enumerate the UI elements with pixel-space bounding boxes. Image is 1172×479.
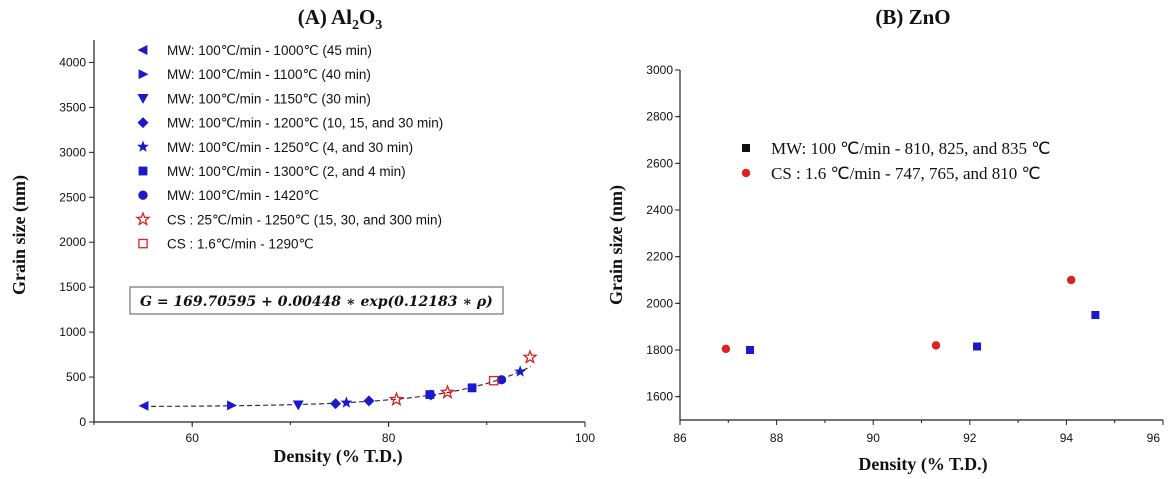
panel-a-data-point [514, 365, 527, 377]
panel-a-data-point [439, 384, 456, 400]
panel-a-data-point [467, 383, 477, 393]
panel-a-data-point [340, 396, 353, 408]
panel-a-x-label: Density (% T.D.) [273, 446, 402, 467]
panel-b: (B) ZnO Density (% T.D.) Grain size (nm)… [606, 5, 1164, 475]
panel-a-y-tick-label: 2500 [59, 190, 86, 204]
panel-b-x-tick-label: 92 [963, 431, 977, 445]
panel-a-legend: MW: 100℃/min - 1000℃ (45 min) MW: 100℃/mi… [135, 43, 443, 252]
panel-a-data-point [292, 400, 304, 411]
panel-b-legend-marker [741, 168, 751, 178]
panel-b-x-tick-label: 88 [770, 431, 784, 445]
panel-a-data-point [227, 400, 237, 411]
panel-a-data-point [363, 395, 375, 407]
panel-b-legend-label: CS : 1.6 ℃/min - 747, 765, and 810 ℃ [771, 164, 1041, 183]
panel-a-legend-marker [138, 238, 148, 249]
panel-a-y-tick-label: 4000 [59, 55, 86, 69]
panel-a-y-tick-label: 0 [79, 415, 86, 429]
panel-a-legend-label: MW: 100℃/min - 1150℃ (30 min) [167, 91, 371, 106]
panel-a-data-point [388, 391, 405, 407]
panel-a-y-tick-label: 1000 [59, 325, 86, 339]
panel-a-legend-label: MW: 100℃/min - 1200℃ (10, 15, and 30 min… [167, 116, 443, 131]
panel-a-data-point [425, 390, 435, 399]
panel-a-y-tick-label: 1500 [59, 280, 86, 294]
panel-a-legend-label: MW: 100℃/min - 1250℃ (4, and 30 min) [167, 140, 413, 155]
panel-b-axes: 1600 1800 2000 2200 2400 2600 2800 3000 86 88 90 92… [646, 63, 1164, 445]
panel-a-legend-marker [138, 69, 149, 80]
panel-a-axes: 0 500 1000 1500 2000 2500 3000 3500 4000 60 80 100 [59, 40, 595, 445]
panel-b-points [721, 275, 1100, 354]
panel-b-legend-marker [742, 144, 750, 152]
panel-a-legend-marker [137, 45, 148, 55]
panel-a-legend-marker [135, 211, 151, 227]
panel-b-data-point [1091, 311, 1100, 319]
panel-b-y-tick-label: 1800 [646, 343, 673, 357]
panel-a-data-point [488, 375, 499, 386]
panel-a-data-point [330, 398, 342, 410]
panel-b-y-tick-label: 2200 [646, 250, 673, 264]
panel-b-x-tick-label: 94 [1060, 431, 1074, 445]
panel-b-x-label: Density (% T.D.) [858, 454, 987, 475]
panel-b-x-tick-label: 86 [673, 431, 687, 445]
panel-a-legend-label: MW: 100℃/min - 1000℃ (45 min) [167, 43, 372, 58]
panel-b-y-tick-label: 2800 [646, 110, 673, 124]
panel-b-legend: MW: 100 ℃/min - 810, 825, and 835 ℃ CS : … [741, 139, 1050, 183]
panel-a-points [138, 349, 538, 411]
panel-a-legend-marker [137, 117, 149, 129]
panel-b-y-tick-label: 2600 [646, 156, 673, 170]
panel-a-y-tick-label: 3000 [59, 145, 86, 159]
panel-b-y-tick-label: 2400 [646, 203, 673, 217]
panel-a-y-label: Grain size (nm) [9, 175, 30, 295]
panel-b-title: (B) ZnO [875, 5, 950, 29]
panel-a: (A) Al2O3 Density (% T.D.) Grain size (n… [9, 5, 595, 467]
panel-a-legend-marker [138, 190, 148, 200]
panel-b-legend-label: MW: 100 ℃/min - 810, 825, and 835 ℃ [771, 139, 1050, 158]
panel-a-legend-label: MW: 100℃/min - 1420℃ [167, 188, 319, 203]
panel-a-data-point [522, 349, 538, 364]
panel-b-data-point [746, 346, 755, 354]
panel-a-x-tick-label: 100 [575, 431, 595, 445]
fit-equation: G = 169.70595 + 0.00448 ∗ exp(0.12183 ∗ … [140, 294, 493, 310]
panel-b-data-point [721, 344, 731, 354]
panel-b-x-tick-label: 90 [867, 431, 881, 445]
panel-b-y-label: Grain size (nm) [606, 185, 627, 305]
panel-a-legend-label: CS : 25℃/min - 1250℃ (15, 30, and 300 mi… [167, 212, 442, 227]
panel-b-y-tick-label: 3000 [646, 63, 673, 77]
panel-b-y-tick-label: 1600 [646, 390, 673, 404]
panel-b-data-point [1066, 275, 1076, 285]
panel-a-legend-label: MW: 100℃/min - 1300℃ (2, and 4 min) [167, 164, 406, 179]
panel-a-legend-marker [137, 94, 149, 104]
panel-a-y-tick-label: 2000 [59, 235, 86, 249]
panel-a-title: (A) Al2O3 [298, 5, 383, 33]
panel-a-x-tick-label: 80 [382, 431, 396, 445]
panel-a-x-tick-label: 60 [186, 431, 200, 445]
panel-b-data-point [931, 341, 941, 350]
panel-a-legend-marker [138, 166, 148, 176]
panel-a-legend-marker [137, 140, 149, 152]
panel-a-legend-label: CS : 1.6℃/min - 1290℃ [167, 237, 314, 252]
panel-b-y-tick-label: 2000 [646, 296, 673, 310]
equation-box [129, 286, 504, 315]
panel-a-y-tick-label: 500 [66, 370, 86, 384]
panel-a-data-point [138, 400, 149, 411]
panel-b-data-point [973, 342, 982, 351]
panel-a-legend-label: MW: 100℃/min - 1100℃ (40 min) [167, 67, 371, 82]
panel-a-data-point [496, 375, 507, 385]
panel-a-y-tick-label: 3500 [59, 100, 86, 114]
panel-b-x-tick-label: 96 [1147, 431, 1161, 445]
